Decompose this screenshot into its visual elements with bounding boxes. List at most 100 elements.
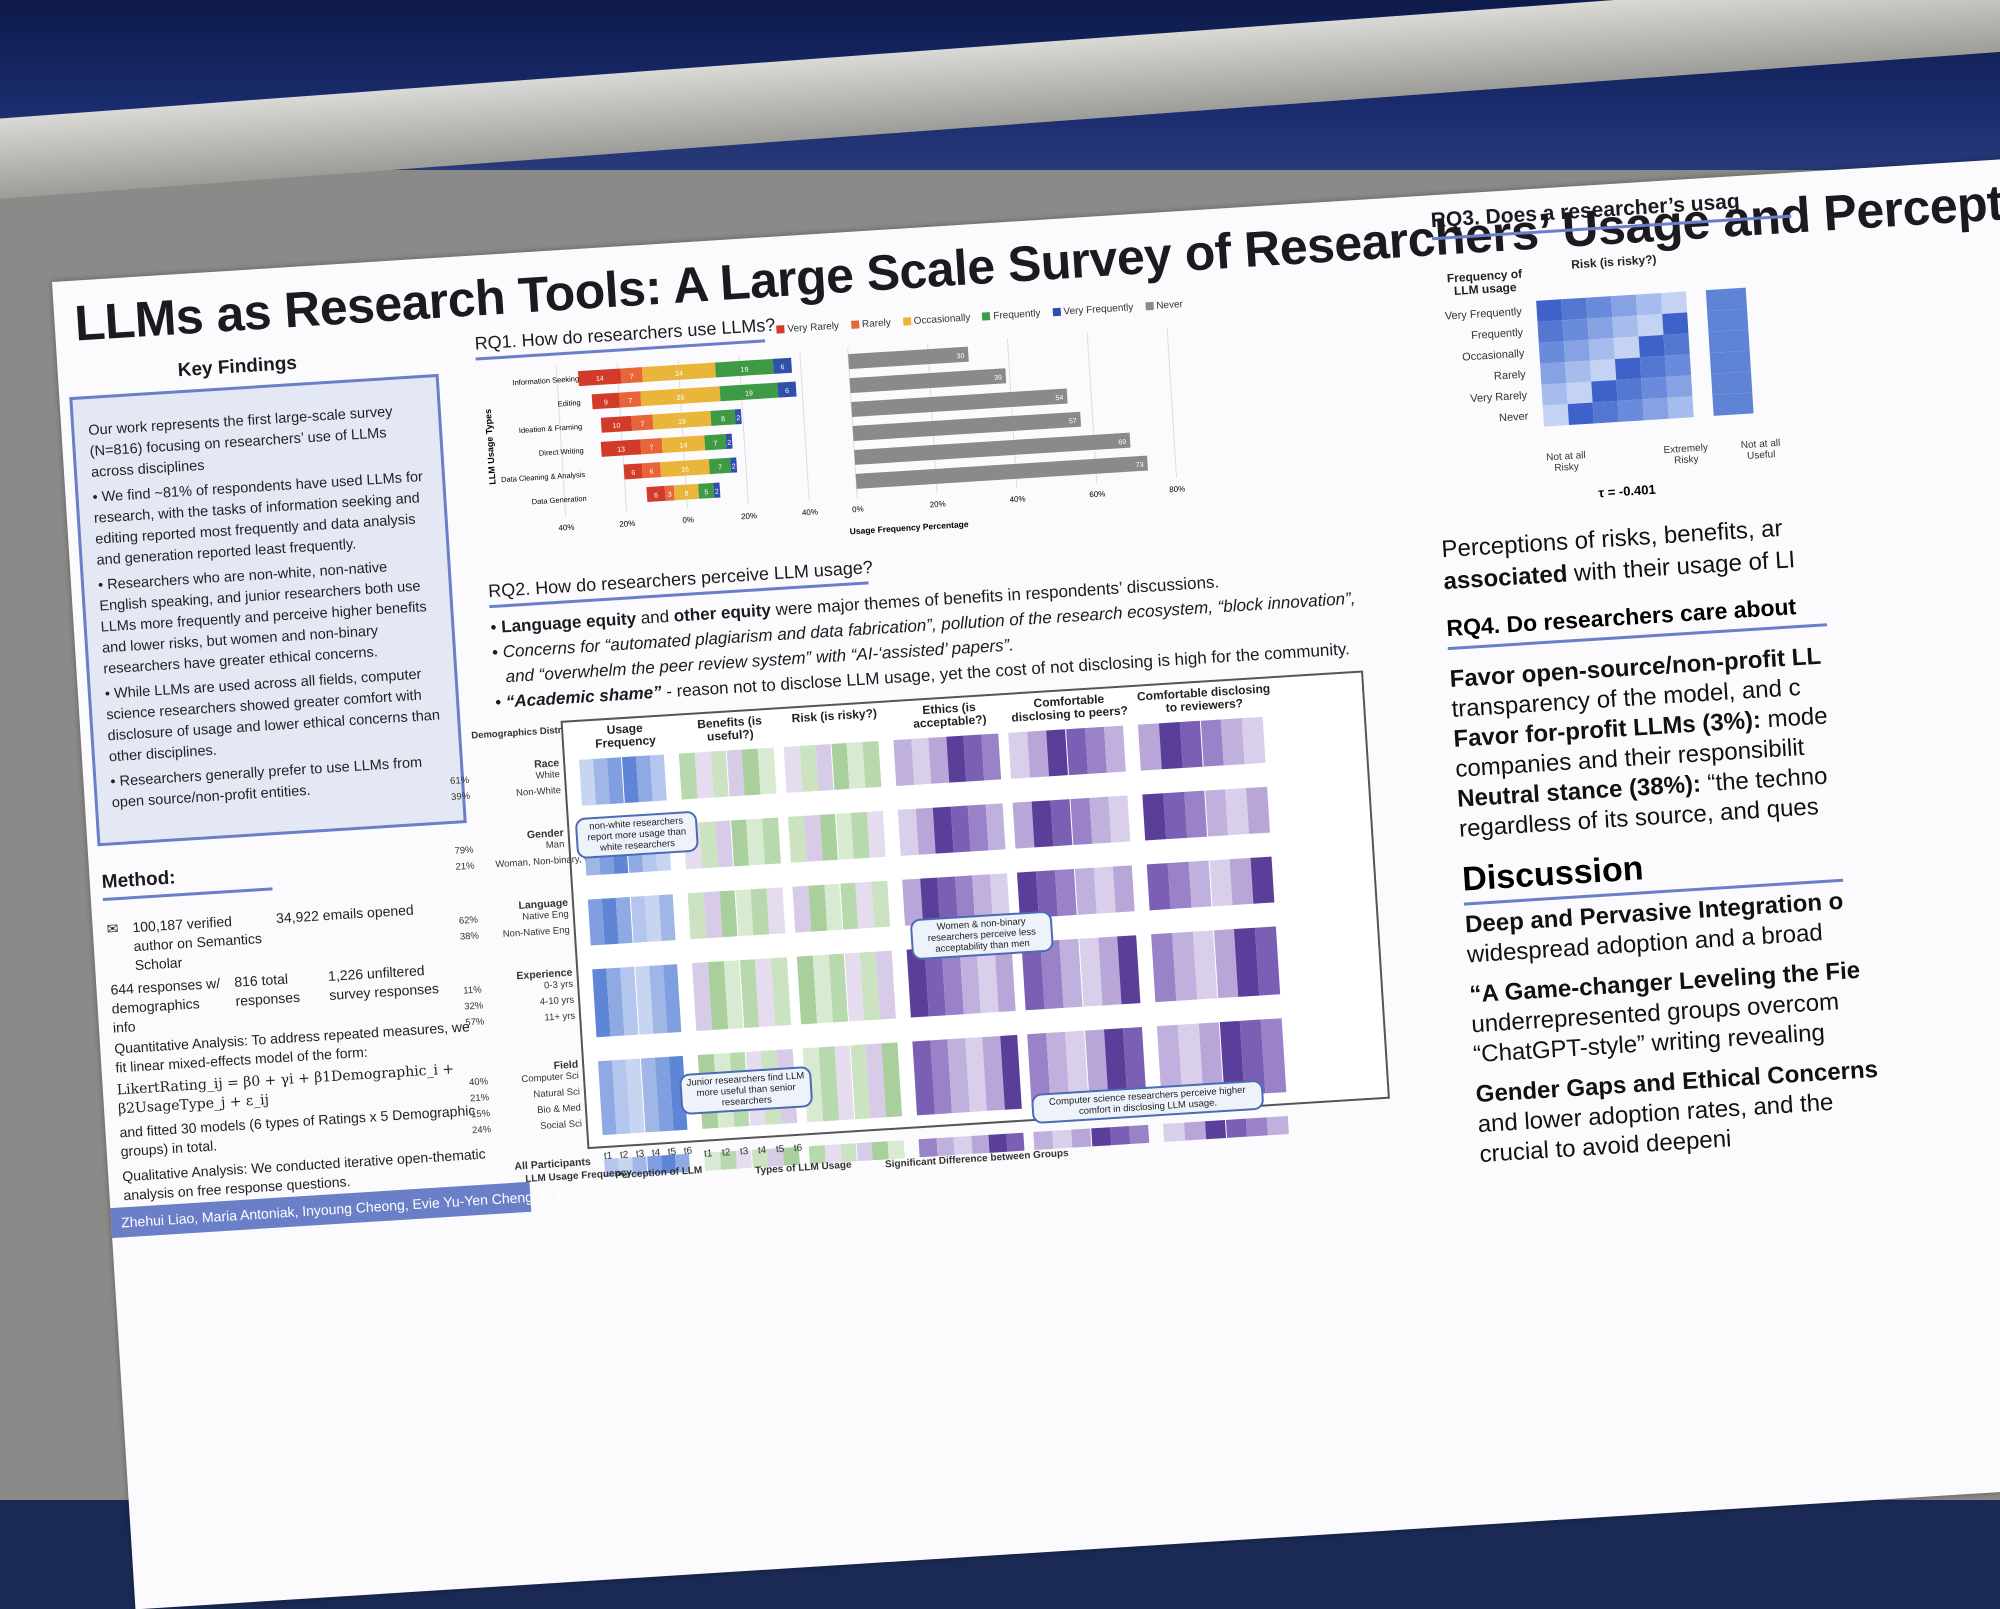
bar-value-label: 19 (740, 366, 748, 373)
heatmap-cell (862, 741, 882, 788)
rq3-heat-cell-2 (1712, 392, 1754, 416)
heatmap-cell (1071, 1128, 1092, 1148)
legend-swatch (850, 320, 860, 329)
bar-segment (719, 382, 779, 402)
legend-swatch (902, 317, 911, 326)
heatmap-cell (988, 1133, 1007, 1153)
bar-segment (713, 482, 721, 498)
grid-line-right (1006, 338, 1018, 488)
rq3-heat-cell (1616, 378, 1643, 401)
rq3-heat-cell (1592, 400, 1619, 424)
heatmap-cell (1188, 860, 1212, 908)
bar-value-label: 2 (715, 489, 719, 496)
category-label: Information Seeking (512, 374, 579, 387)
rq3-heat-cell (1612, 315, 1639, 339)
rq2-heatmap-panel: Demographics Distribution Usage Frequency… (450, 670, 1405, 1196)
key-findings-heading: Key Findings (177, 352, 298, 382)
never-value-label: 39 (994, 375, 1002, 382)
bar-segment (640, 438, 663, 455)
t-label: t5 (667, 1146, 677, 1159)
rq3-heat-cell (1610, 294, 1638, 318)
t-label: t4 (757, 1144, 767, 1157)
bar-value-label: 26 (676, 395, 684, 402)
bar-value-label: 3 (668, 492, 672, 499)
heatmap-cell (1209, 859, 1233, 907)
bar-segment (734, 408, 742, 425)
t-label: t5 (775, 1143, 785, 1156)
heatmap-cell (1250, 856, 1275, 904)
rq3-x-left: Not at all Risky (1545, 450, 1587, 475)
heatmap-cell (1241, 716, 1266, 765)
t-label: t6 (683, 1145, 693, 1158)
rq3-heat-cell (1667, 396, 1694, 419)
rq3-heat-cell (1591, 379, 1618, 403)
rq3-heat-cell-2 (1708, 329, 1750, 354)
group-row-label: Woman, Non-binary, Other (495, 852, 609, 871)
t-label: t3 (739, 1146, 749, 1158)
rq3-heat-cell (1642, 397, 1669, 421)
bar-value-label: 24 (675, 371, 683, 378)
flow-step-3: 816 total responses (233, 970, 301, 1009)
right-tick-label: 80% (1169, 484, 1186, 494)
bar-segment (652, 410, 712, 430)
never-bar (848, 346, 969, 370)
heatmap-cell (1128, 1124, 1150, 1145)
rq3-x-left2: Not at all Useful (1740, 437, 1781, 462)
heatmap-cell (985, 803, 1006, 851)
rq3-heat-cell (1541, 383, 1568, 406)
rq3-x-right: Extremely Risky (1663, 442, 1709, 467)
bar-value-label: 19 (745, 390, 753, 397)
bar-segment (641, 362, 716, 383)
t-label: t6 (793, 1142, 803, 1155)
heatmap-cell (658, 894, 676, 942)
bar-value-label: 2 (732, 463, 736, 470)
heatmap-cell (1167, 861, 1192, 910)
heatmap-cell (1183, 790, 1208, 838)
rq4-heading: RQ4. Do researchers care about (1445, 593, 1797, 642)
heatmap-cell (1163, 791, 1187, 840)
grid-line-right (927, 343, 938, 493)
flow-step-1: 34,922 emails opened (275, 901, 415, 927)
heatmap-cell (1103, 725, 1126, 773)
bar-segment (661, 435, 706, 453)
category-label: Data Generation (531, 494, 587, 506)
bar-segment (591, 392, 621, 410)
group-pct: 39% (450, 790, 471, 803)
rq4-lines: Favor open-source/non-profit LL transpare… (1449, 642, 1834, 845)
rq3-row-label: Occasionally (1461, 347, 1525, 364)
rq3-heat-cell-2 (1707, 308, 1749, 333)
heatmap-cell (1221, 718, 1245, 766)
bar-segment (646, 485, 666, 503)
rq3-heat-cell (1563, 339, 1590, 363)
bar-value-label: 7 (630, 374, 634, 381)
bar-segment (714, 358, 774, 378)
heatmap-cell (871, 1141, 889, 1161)
rq3-heat-cell (1662, 312, 1689, 335)
bar-segment (673, 483, 700, 501)
heatmap-cell (1142, 793, 1167, 841)
rq3-heat-cell-2 (1711, 371, 1753, 395)
group-pct: 32% (463, 1000, 484, 1013)
heatmap-cell (1229, 857, 1254, 906)
finding-1: • We find ~81% of respondents have used … (92, 469, 424, 569)
callout-race: non-white researchers report more usage … (574, 810, 700, 860)
heatmap-cell (1200, 719, 1224, 767)
bar-value-label: 8 (684, 490, 688, 497)
rq3-heat-cell (1635, 293, 1663, 316)
group-pct: 21% (469, 1092, 490, 1105)
group-pct: 15% (470, 1108, 491, 1121)
group-pct: 21% (455, 860, 475, 873)
flow-step-2: 1,226 unfiltered survey responses (327, 961, 440, 1003)
bar-value-label: 9 (604, 399, 608, 406)
y-axis-label: LLM Usage Types (483, 409, 498, 485)
bar-value-label: 14 (596, 376, 604, 383)
bar-value-label: 7 (649, 445, 653, 452)
bar-value-label: 6 (649, 469, 653, 476)
never-bar (849, 368, 1007, 394)
grid-line-right (847, 348, 858, 498)
group-row-label: Non-White (515, 785, 562, 799)
bar-segment (620, 367, 643, 384)
discussion-items: Deep and Pervasive Integration o widespre… (1464, 885, 1882, 1170)
bar-value-label: 16 (681, 466, 689, 473)
grid-line-right (1166, 328, 1178, 478)
